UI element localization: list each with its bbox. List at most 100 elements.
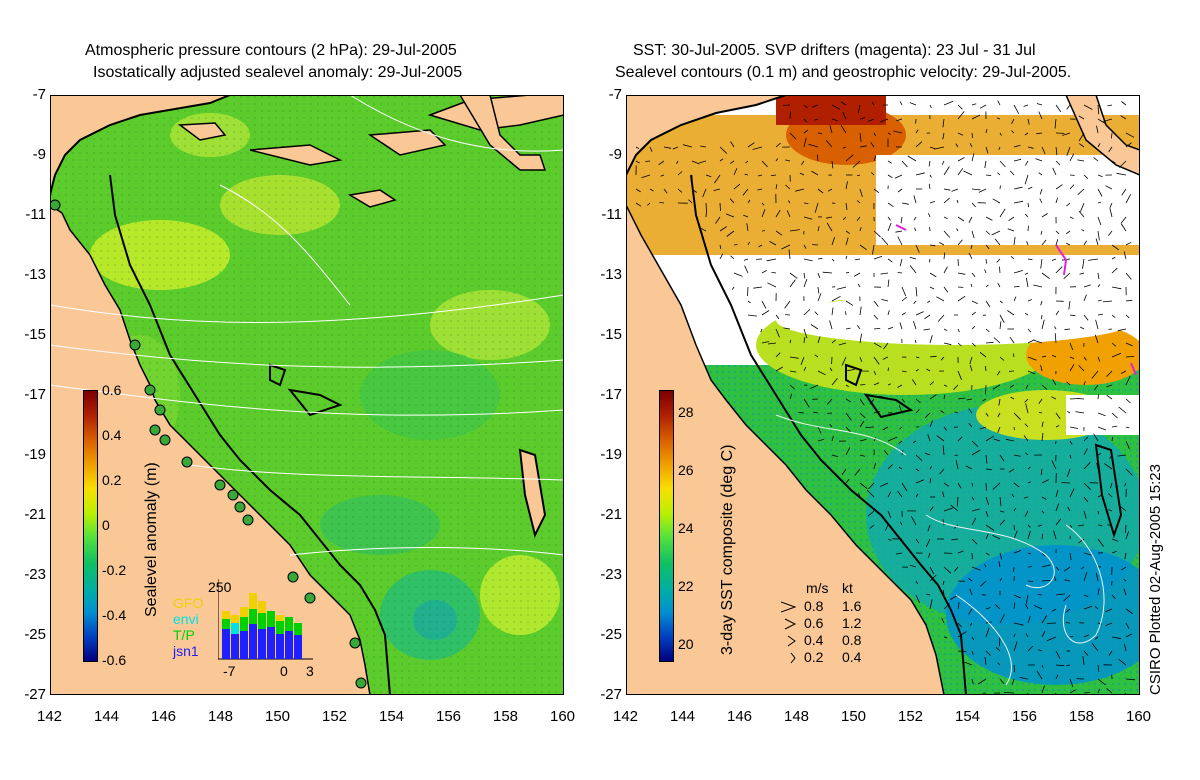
velocity-legend-header-ms: m/s [806,580,829,596]
velocity-legend-kt: 1.2 [842,615,862,631]
pressure-contours [50,95,564,556]
latitude-tick: -9 [32,146,46,163]
longitude-tick: 160 [1126,708,1152,725]
sst-colorbar-label: 3-day SST composite (deg C) [719,444,736,655]
longitude-tick: 148 [208,708,234,725]
longitude-tick: 150 [265,708,291,725]
longitude-tick: 144 [670,708,696,725]
colorbar-tick: 0 [102,517,110,533]
plot-credit: CSIRO Plotted 02-Aug-2005 15:23 [1147,464,1164,695]
latitude-tick: -11 [601,206,622,223]
latitude-tick: -15 [600,326,622,343]
svp-drifter-tracks [895,224,1137,376]
longitude-tick: 156 [436,708,462,725]
tide-gauges [50,199,367,689]
shelf-contour [109,174,391,695]
sealevel-colorbar-label: Sealevel anomaly (m) [143,462,160,617]
velocity-arrow-icon [790,652,796,664]
longitude-tick: 146 [151,708,177,725]
latitude-tick: -7 [608,86,622,103]
velocity-legend-ms: 0.2 [804,649,824,665]
velocity-legend-ms: 0.6 [804,615,824,631]
sst-map: 3-day SST composite (deg C) m/s kt 0.8 1.… [626,95,1140,695]
longitude-tick: 158 [1069,708,1095,725]
geostrophic-velocity-arrows [635,100,1136,695]
right-title-line1: SST: 30-Jul-2005. SVP drifters (magenta)… [633,42,1036,59]
latitude-tick: -25 [24,626,46,643]
sealevel-map-svg [50,95,564,695]
colorbar-tick: -0.4 [102,607,127,623]
longitude-tick: 152 [322,708,348,725]
colorbar-tick: 0.6 [102,382,122,398]
inset-mission-label: GFO [173,595,204,611]
left-title-line2: Isostatically adjusted sealevel anomaly:… [93,64,463,81]
colorbar-tick: 28 [678,404,694,420]
colorbar-tick: 0.4 [102,427,122,443]
inset-x-label: -7 [223,663,236,679]
sst-map-svg [626,95,1140,695]
velocity-legend-ms: 0.4 [804,632,824,648]
longitude-tick: 150 [841,708,867,725]
colorbar-tick: 24 [678,520,694,536]
png-landmass [50,95,230,195]
longitude-tick: 156 [1012,708,1038,725]
colorbar-tick: 26 [678,462,694,478]
velocity-legend: m/s kt 0.8 1.6 0.6 1.2 0.4 0.8 0.2 0.4 [776,580,906,670]
latitude-tick: -17 [24,386,46,403]
velocity-arrow-icon [784,618,797,630]
longitude-tick: 154 [379,708,405,725]
latitude-tick: -17 [600,386,622,403]
sst-colorbar [659,390,674,662]
latitude-tick: -11 [25,206,46,223]
latitude-tick: -21 [24,506,46,523]
longitude-tick: 148 [784,708,810,725]
longitude-tick: 154 [955,708,981,725]
latitude-tick: -27 [600,686,622,703]
velocity-legend-kt: 1.6 [842,598,862,614]
sealevel-colorbar [83,390,98,662]
inset-x-label: 3 [306,663,314,679]
right-title-line2: Sealevel contours (0.1 m) and geostrophi… [615,64,1072,81]
longitude-tick: 160 [550,708,576,725]
velocity-legend-kt: 0.4 [842,649,862,665]
latitude-tick: -15 [24,326,46,343]
velocity-legend-kt: 0.8 [842,632,862,648]
latitude-tick: -27 [24,686,46,703]
colorbar-tick: 0.2 [102,472,122,488]
sealevel-anomaly-map: Sealevel anomaly (m) 250 GFO envi T/P jsn1 … [50,95,564,695]
longitude-tick: 144 [94,708,120,725]
latitude-tick: -13 [24,266,46,283]
longitude-tick: 146 [727,708,753,725]
latitude-tick: -7 [32,86,46,103]
latitude-tick: -9 [608,146,622,163]
longitude-tick: 158 [493,708,519,725]
latitude-tick: -13 [600,266,622,283]
longitude-tick: 142 [37,708,63,725]
colorbar-tick: -0.6 [102,652,127,668]
left-title-line1: Atmospheric pressure contours (2 hPa): 2… [85,42,457,59]
longitude-tick: 152 [898,708,924,725]
inset-y-max: 250 [208,579,232,595]
velocity-arrow-icon [787,635,796,647]
velocity-arrow-icon [781,601,797,613]
colorbar-tick: 20 [678,636,694,652]
satellite-inset: 250 GFO envi T/P jsn1 -7 0 3 [173,579,318,679]
velocity-legend-header-kt: kt [842,580,853,596]
inset-x-label: 0 [280,663,288,679]
inset-mission-label: T/P [173,627,195,643]
sealevel-contours [775,414,1105,686]
inset-bars [218,579,313,660]
latitude-tick: -23 [24,566,46,583]
latitude-tick: -19 [24,446,46,463]
colorbar-tick: 22 [678,578,694,594]
latitude-tick: -23 [600,566,622,583]
australia-landmass-sst [626,205,944,695]
colorbar-tick: -0.2 [102,562,127,578]
velocity-legend-ms: 0.8 [804,598,824,614]
longitude-tick: 142 [613,708,639,725]
latitude-tick: -21 [600,506,622,523]
latitude-tick: -25 [600,626,622,643]
inset-mission-label: jsn1 [173,643,199,659]
inset-mission-label: envi [173,611,199,627]
latitude-tick: -19 [600,446,622,463]
